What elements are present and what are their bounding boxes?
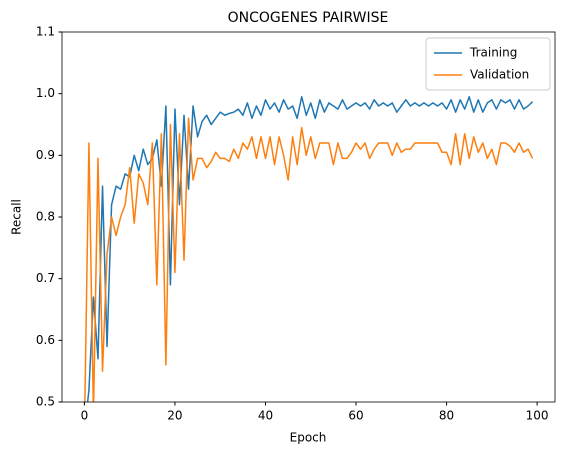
y-tick-label: 0.6 — [36, 333, 55, 347]
x-tick-label: 20 — [167, 409, 182, 423]
data-line — [84, 117, 534, 402]
legend-box — [425, 37, 551, 91]
y-axis-label: Recall — [10, 199, 24, 235]
x-tick-label: 40 — [258, 409, 273, 423]
x-tick-label: 80 — [439, 409, 454, 423]
y-tick-label: 0.9 — [36, 148, 55, 162]
axes-frame — [61, 31, 556, 403]
legend-label: Training — [469, 46, 517, 60]
x-tick-label: 100 — [526, 409, 549, 423]
legend-label: Validation — [470, 68, 529, 82]
data-line — [86, 96, 534, 402]
y-tick-label: 0.8 — [36, 210, 55, 224]
x-tick-label: 60 — [348, 409, 363, 423]
y-tick-label: 0.5 — [36, 395, 55, 409]
y-tick-label: 0.7 — [36, 271, 55, 285]
plot-area — [84, 96, 534, 402]
y-tick-label: 1.0 — [36, 86, 55, 100]
x-tick-label: 0 — [81, 409, 89, 423]
x-axis-label: Epoch — [290, 431, 327, 445]
y-tick-label: 1.1 — [36, 25, 55, 39]
chart-title: ONCOGENES PAIRWISE — [228, 10, 389, 26]
